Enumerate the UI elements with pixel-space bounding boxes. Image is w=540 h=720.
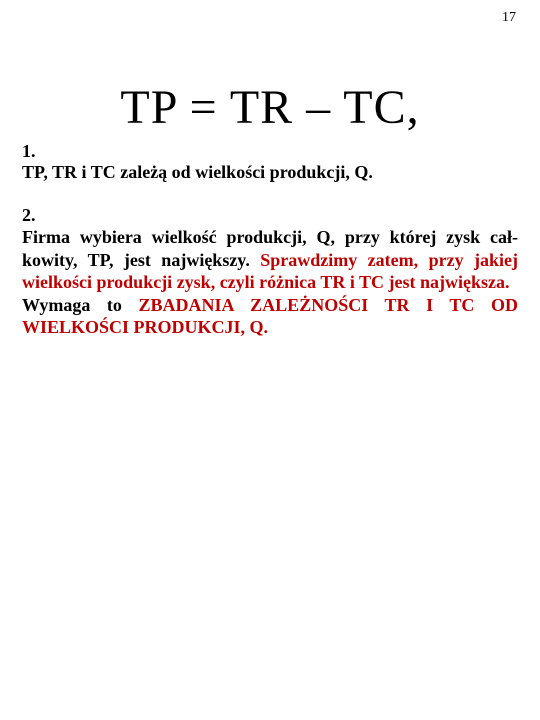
document-page: 17 TP = TR – TC, 1. TP, TR i TC zależą o… [0, 0, 540, 720]
sec2-part1: Firma wybiera wielkość produkcji, Q, prz… [22, 227, 518, 247]
section-1-number: 1. [22, 141, 518, 162]
sec2-part2: kowity, TP, jest największy. [22, 250, 260, 270]
main-formula: TP = TR – TC, [22, 80, 518, 135]
page-number: 17 [502, 10, 516, 26]
section-1-text: TP, TR i TC zależą od wielkości produkcj… [22, 162, 518, 183]
section-2-number: 2. [22, 205, 518, 226]
section-2-text: Firma wybiera wielkość produkcji, Q, prz… [22, 226, 518, 339]
sec2-part3: Wymaga to [22, 295, 139, 315]
